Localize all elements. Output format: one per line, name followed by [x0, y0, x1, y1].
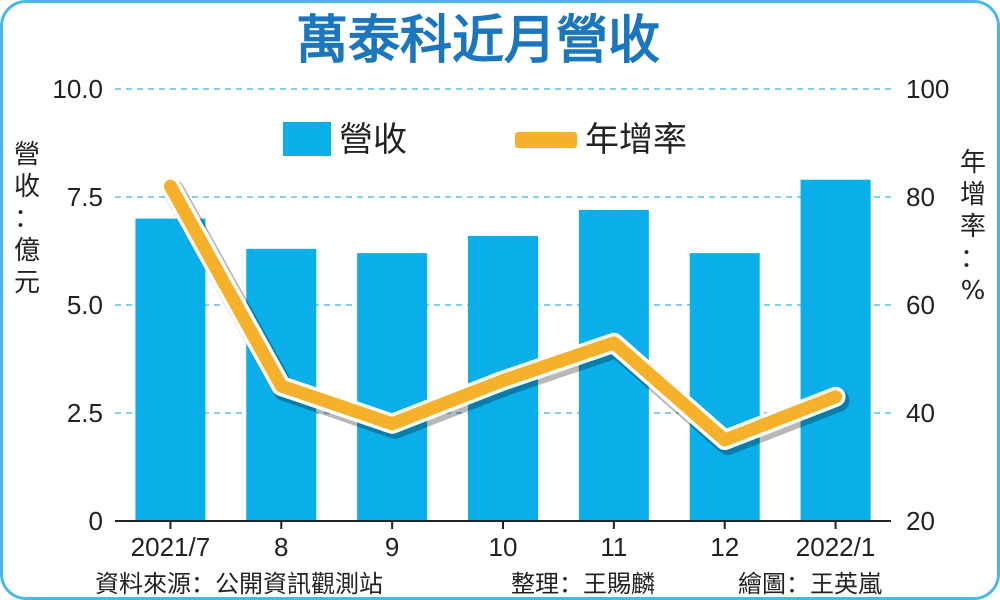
line-point — [502, 379, 504, 382]
x-tick-label: 8 — [274, 532, 288, 562]
chart-svg: 0 2.5 5.0 7.5 10.0 20 40 60 80 100 2021/7 8 9 10 11 12 2… — [14, 11, 986, 598]
line-point — [280, 385, 283, 387]
y-left-tick-label: 7.5 — [67, 182, 103, 212]
y-left-tick-label: 2.5 — [67, 398, 103, 428]
legend: 營收 年增率 — [283, 120, 687, 160]
y-right-tick-label: 60 — [906, 290, 935, 320]
line-point — [612, 341, 615, 344]
chart-title: 萬泰科近月營收 — [296, 11, 660, 71]
bar — [800, 179, 871, 521]
y-right-tick-label: 100 — [906, 74, 949, 104]
y-left-tick-label: 0 — [89, 506, 103, 536]
axes: 0 2.5 5.0 7.5 10.0 20 40 60 80 100 2021/7 8 9 10 11 12 2… — [52, 74, 949, 562]
x-tick-label: 2022/1 — [796, 532, 876, 562]
legend-swatch-bar — [283, 122, 331, 156]
legend-label-bar: 營收 — [339, 120, 407, 160]
x-tick-label: 10 — [489, 532, 518, 562]
bar — [689, 253, 760, 521]
x-tick-label: 2021/7 — [131, 532, 211, 562]
y-left-tick-label: 10.0 — [52, 74, 103, 104]
x-tick-label: 9 — [385, 532, 399, 562]
y-axis-left-label: 營收：億元 — [14, 140, 40, 298]
footer-source: 資料來源：公開資訊觀測站 — [95, 570, 383, 598]
y-left-tick-label: 5.0 — [67, 290, 103, 320]
footer-editor: 整理：王賜麟 — [511, 570, 655, 598]
y-right-tick-label: 40 — [906, 398, 935, 428]
legend-label-line: 年增率 — [585, 120, 687, 160]
bar — [357, 253, 428, 521]
line-series — [160, 176, 850, 455]
legend-swatch-line — [515, 132, 577, 148]
x-tick-label: 12 — [710, 532, 739, 562]
bars — [135, 179, 871, 521]
line-point — [169, 185, 172, 188]
y-right-tick-label: 20 — [906, 506, 935, 536]
line-point — [723, 439, 726, 441]
y-right-tick-label: 80 — [906, 182, 935, 212]
y-axis-right-label: 年增率：% — [960, 148, 986, 306]
line-point — [391, 422, 394, 425]
x-tick-label: 11 — [600, 532, 627, 562]
footer-artist: 繪圖：王英嵐 — [738, 570, 882, 598]
bar — [135, 218, 206, 521]
line-point — [834, 395, 837, 398]
